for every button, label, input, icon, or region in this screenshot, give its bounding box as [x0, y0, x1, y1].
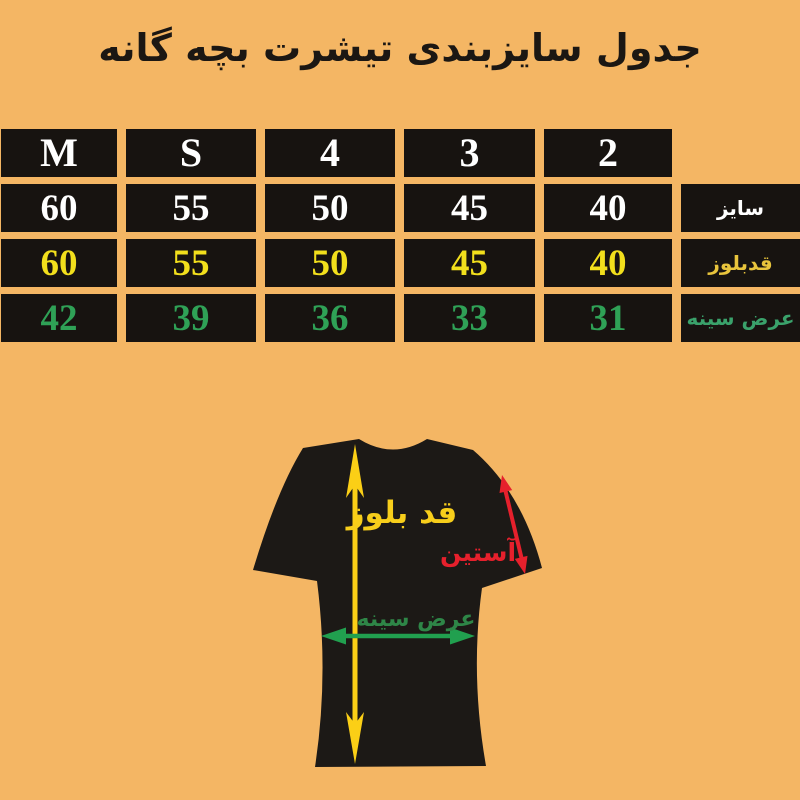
size-header-2: 2 — [544, 129, 672, 177]
page-title: جدول سایزبندی تیشرت بچه گانه — [98, 26, 702, 70]
size-table: M S 4 3 2 60 55 50 45 40 سایز 60 55 50 4… — [1, 129, 800, 342]
row-label-chest: عرض سینه — [681, 294, 800, 342]
header-spacer — [681, 129, 800, 177]
length-value: 45 — [404, 239, 535, 287]
size-value: 45 — [404, 184, 535, 232]
chest-value: 31 — [544, 294, 672, 342]
size-header-3: 3 — [404, 129, 535, 177]
size-value: 50 — [265, 184, 395, 232]
length-arrow-label: قد بلوز — [345, 495, 458, 531]
size-value: 55 — [126, 184, 256, 232]
length-value: 40 — [544, 239, 672, 287]
length-value: 60 — [1, 239, 117, 287]
size-value: 40 — [544, 184, 672, 232]
size-header-m: M — [1, 129, 117, 177]
size-header-s: S — [126, 129, 256, 177]
row-label-size: سایز — [681, 184, 800, 232]
sleeve-arrow-icon — [499, 475, 528, 574]
tshirt-silhouette — [253, 439, 542, 767]
chest-value: 39 — [126, 294, 256, 342]
sleeve-arrow-label: آستین — [440, 537, 517, 568]
length-arrow-icon — [346, 444, 364, 764]
size-header-4: 4 — [265, 129, 395, 177]
size-value: 60 — [1, 184, 117, 232]
chest-value: 36 — [265, 294, 395, 342]
chest-arrow-icon — [321, 627, 475, 645]
length-value: 50 — [265, 239, 395, 287]
length-value: 55 — [126, 239, 256, 287]
tshirt-measurement-diagram: قد بلوز آستین عرض سینه — [253, 439, 542, 767]
chest-value: 33 — [404, 294, 535, 342]
chest-value: 42 — [1, 294, 117, 342]
chest-arrow-label: عرض سینه — [357, 607, 476, 632]
row-label-length: قدبلوز — [681, 239, 800, 287]
